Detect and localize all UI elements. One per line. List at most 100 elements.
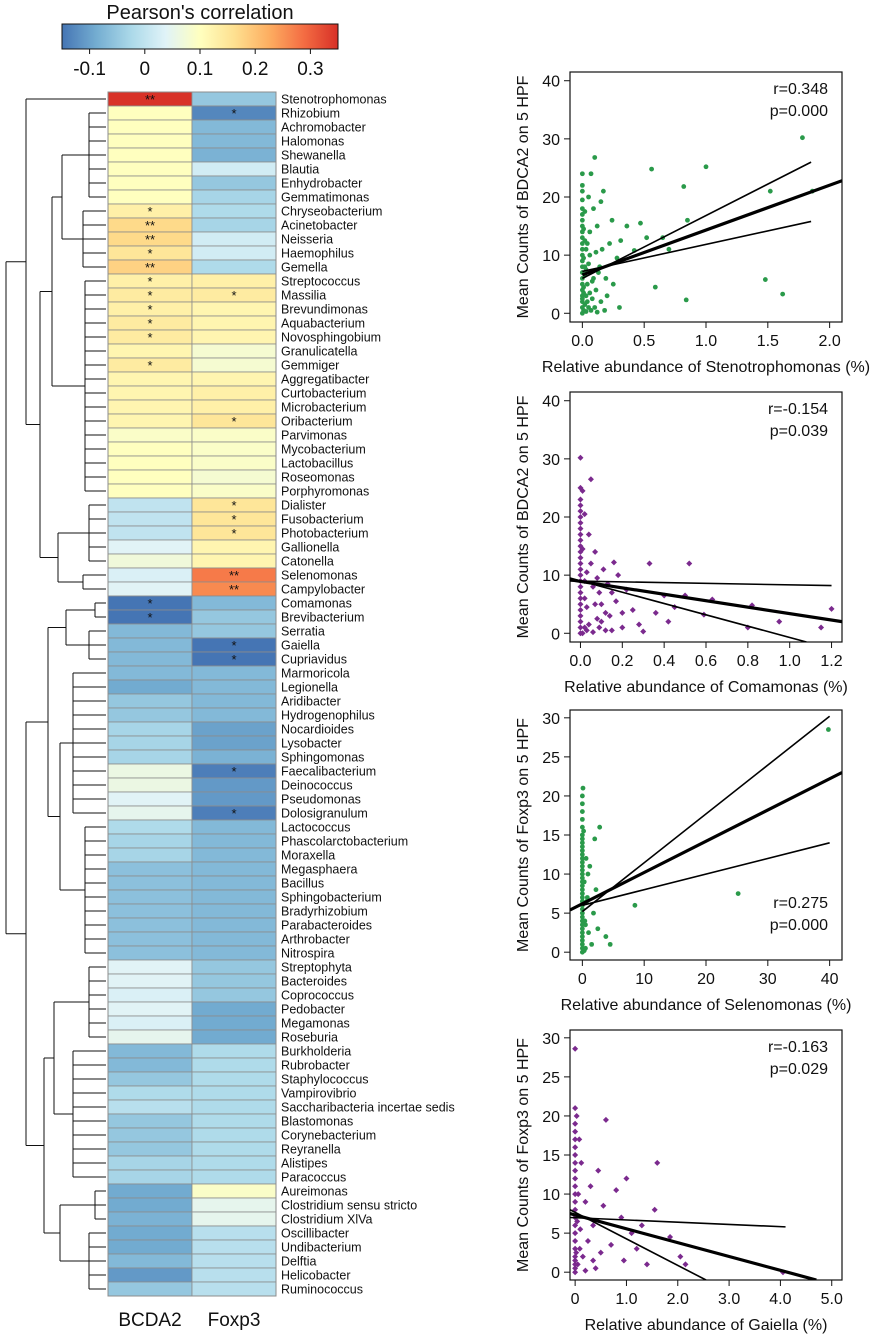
significance-mark: *: [147, 288, 152, 303]
data-point: [600, 188, 606, 194]
data-point: [573, 1112, 580, 1119]
heatmap-cell: [107, 427, 193, 443]
data-point: [826, 727, 831, 732]
x-tick-label: 0.8: [737, 653, 759, 670]
heatmap-cell: [191, 1197, 277, 1213]
row-label: Arthrobacter: [281, 933, 350, 947]
heatmap-cell: [107, 483, 193, 499]
regression-line: [570, 578, 842, 624]
heatmap-cell: [191, 357, 277, 373]
data-point: [665, 618, 672, 625]
data-point: [640, 628, 647, 635]
row-label: Corynebacterium: [281, 1129, 376, 1143]
x-tick-label: 20: [697, 971, 715, 988]
heatmap-cell: [191, 1043, 277, 1059]
heatmap-cell: [191, 441, 277, 457]
heatmap: ** Stenotrophomonas* RhizobiumAchromobacte…: [107, 91, 455, 1297]
data-point: [584, 281, 590, 287]
data-point: [608, 1241, 615, 1248]
heatmap-cell: [107, 791, 193, 807]
heatmap-cell: [191, 665, 277, 681]
ci-upper-line: [570, 580, 832, 587]
data-point: [588, 171, 594, 177]
legend-title: Pearson's correlation: [106, 2, 293, 24]
data-point: [598, 299, 604, 305]
heatmap-column-labels: BCDA2 Foxp3: [118, 1310, 260, 1331]
data-point: [703, 164, 709, 170]
row-label: Hydrogenophilus: [281, 709, 375, 723]
data-point: [593, 287, 599, 293]
row-label: Achromobacter: [281, 121, 366, 135]
heatmap-cell: [107, 1113, 193, 1129]
data-point: [602, 307, 608, 313]
data-point: [577, 508, 584, 515]
heatmap-cell: [191, 231, 277, 247]
heatmap-cell: [107, 511, 193, 527]
data-point: [588, 307, 594, 313]
heatmap-cell: [191, 343, 277, 359]
significance-mark: **: [145, 260, 155, 275]
heatmap-cell: [107, 385, 193, 401]
row-label: Halomonas: [281, 135, 344, 149]
data-point: [652, 609, 659, 616]
row-dendrogram: [5, 98, 106, 1290]
data-point: [579, 836, 585, 842]
heatmap-cell: [107, 735, 193, 751]
y-tick-label: 20: [542, 190, 560, 207]
heatmap-cell: [191, 791, 277, 807]
y-tick-label: 0: [551, 945, 560, 962]
data-point: [579, 293, 585, 299]
data-point: [577, 566, 584, 573]
row-label: Gemmatimonas: [281, 191, 369, 205]
data-point: [572, 1257, 579, 1264]
heatmap-cell: [191, 385, 277, 401]
data-point: [572, 1159, 579, 1166]
data-point: [602, 609, 609, 616]
data-point: [583, 856, 589, 861]
data-point: [584, 299, 590, 305]
heatmap-cell: [191, 1239, 277, 1255]
significance-mark: *: [231, 288, 236, 303]
data-point: [608, 589, 615, 596]
heatmap-cell: [191, 693, 277, 709]
data-point: [590, 1222, 597, 1229]
data-point: [579, 859, 585, 865]
data-point: [587, 863, 593, 869]
data-point: [579, 895, 585, 900]
row-label: Neisseria: [281, 233, 333, 247]
heatmap-cell: [191, 133, 277, 149]
row-label: Reyranella: [281, 1143, 341, 1157]
row-label: Acinetobacter: [281, 219, 357, 233]
row-label: Haemophilus: [281, 247, 354, 261]
ci-lower-line: [570, 577, 807, 642]
ci-upper-line: [582, 161, 812, 280]
legend-tick-label: 0: [140, 59, 151, 80]
row-label: Photobacterium: [281, 527, 369, 541]
row-label: Brevibacterium: [281, 611, 364, 625]
data-point: [577, 1226, 584, 1233]
heatmap-cell: [191, 273, 277, 289]
heatmap-cell: [191, 483, 277, 499]
data-point: [572, 1191, 579, 1198]
data-point: [581, 511, 588, 518]
plot-area: [579, 135, 842, 316]
y-tick-label: 10: [542, 1187, 560, 1204]
heatmap-cell: [191, 833, 277, 849]
heatmap-cell: [107, 693, 193, 709]
data-point: [579, 182, 585, 188]
row-label: Cupriavidus: [281, 653, 347, 667]
row-label: Fusobacterium: [281, 513, 364, 527]
row-label: Coprococcus: [281, 989, 354, 1003]
data-point: [620, 1257, 627, 1264]
data-point: [592, 155, 598, 160]
data-point: [572, 1167, 579, 1174]
data-point: [610, 281, 616, 287]
x-tick-label: 1.0: [695, 333, 717, 350]
heatmap-cell: [191, 91, 277, 107]
y-tick-label: 0: [551, 1265, 560, 1282]
row-label: Blastomonas: [281, 1115, 353, 1129]
heatmap-cell: [107, 1141, 193, 1157]
data-point: [577, 595, 584, 602]
data-point: [597, 824, 603, 830]
row-label: Ruminococcus: [281, 1283, 363, 1297]
